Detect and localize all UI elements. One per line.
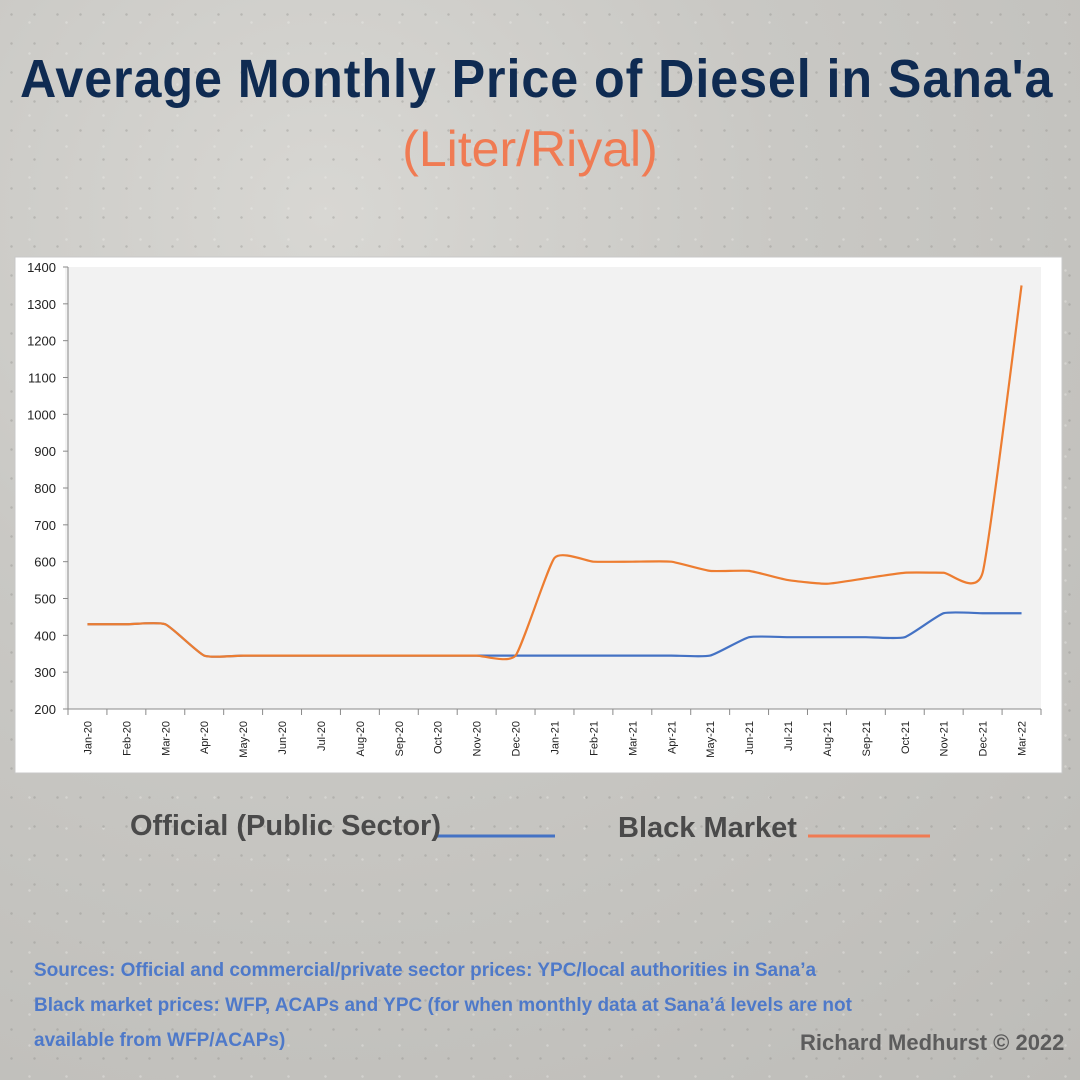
y-tick-label: 900 — [34, 444, 56, 459]
x-tick-label: Oct-21 — [900, 721, 912, 754]
chart-subtitle: (Liter/Riyal) — [402, 121, 658, 177]
x-tick-label: Oct-20 — [433, 721, 445, 754]
x-tick-label: Jun-20 — [277, 721, 289, 755]
y-tick-label: 1200 — [27, 334, 56, 349]
x-tick-label: Jan-20 — [82, 721, 94, 755]
x-tick-label: Mar-20 — [160, 721, 172, 756]
x-tick-label: Nov-21 — [939, 721, 951, 756]
sources-line-2: Black market prices: WFP, ACAPs and YPC … — [34, 995, 852, 1016]
x-tick-label: Jun-21 — [744, 721, 756, 755]
y-tick-label: 1400 — [27, 260, 56, 275]
x-tick-label: Feb-21 — [588, 721, 600, 756]
y-tick-label: 700 — [34, 518, 56, 533]
sources-line-3: available from WFP/ACAPs) — [34, 1030, 286, 1051]
sources-line-1: Sources: Official and commercial/private… — [34, 960, 817, 981]
y-tick-label: 1000 — [27, 407, 56, 422]
x-tick-label: May-21 — [705, 721, 717, 758]
x-tick-label: Aug-20 — [355, 721, 367, 756]
chart-title: Average Monthly Price of Diesel in Sana'… — [20, 49, 1054, 109]
legend-label-black-market: Black Market — [618, 812, 797, 844]
x-tick-label: Apr-21 — [666, 721, 678, 754]
x-tick-label: Jul-20 — [316, 721, 328, 751]
x-tick-label: May-20 — [238, 721, 250, 758]
x-tick-label: Mar-22 — [1017, 721, 1029, 756]
y-tick-label: 500 — [34, 592, 56, 607]
plot-area — [65, 267, 1041, 709]
y-tick-label: 200 — [34, 702, 56, 717]
x-tick-label: Jul-21 — [783, 721, 795, 751]
legend-label-official: Official (Public Sector) — [130, 810, 441, 842]
y-tick-label: 300 — [34, 665, 56, 680]
y-tick-label: 600 — [34, 555, 56, 570]
x-tick-label: Mar-21 — [627, 721, 639, 756]
y-tick-label: 800 — [34, 481, 56, 496]
x-tick-label: Dec-20 — [511, 721, 523, 756]
y-tick-label: 1100 — [28, 371, 56, 386]
credit: Richard Medhurst © 2022 — [800, 1030, 1065, 1055]
x-tick-label: Apr-20 — [199, 721, 211, 754]
y-tick-label: 400 — [34, 628, 56, 643]
x-tick-label: Nov-20 — [472, 721, 484, 756]
series-line-black-market — [87, 285, 1023, 661]
x-tick-label: Feb-20 — [121, 721, 133, 756]
x-tick-label: Sep-21 — [861, 721, 873, 756]
x-tick-label: Sep-20 — [394, 721, 406, 756]
x-tick-label: Aug-21 — [822, 721, 834, 756]
x-tick-label: Dec-21 — [978, 721, 990, 756]
x-tick-label: Jan-21 — [550, 721, 562, 755]
y-tick-label: 1300 — [27, 297, 56, 312]
